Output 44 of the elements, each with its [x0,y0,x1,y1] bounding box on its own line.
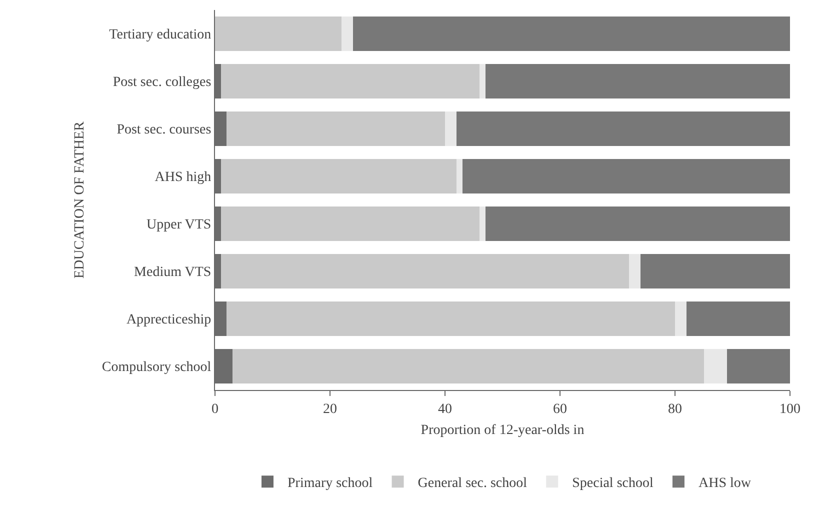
x-tick-label: 0 [212,402,218,417]
y-tick-label: Tertiary education [109,28,212,43]
bar [675,302,686,336]
legend-label: General sec. school [418,476,528,492]
x-tick-label: 40 [438,402,452,417]
bar [220,254,629,288]
bar [640,254,790,288]
bar [480,206,486,241]
y-tick-label: Upper VTS [146,218,212,233]
bar [220,159,456,194]
y-tick-label: Post sec. courses [116,122,212,138]
bar [629,254,640,288]
x-tick-label: 20 [323,402,337,417]
legend-label: AHS low [698,476,752,492]
bar [456,112,790,146]
bar [686,302,790,336]
bar [220,206,480,241]
bar [462,159,790,194]
bar [456,159,462,194]
x-tick-label: 80 [668,402,682,417]
y-tick-label: Post sec. colleges [112,75,212,90]
y-tick-label: AHS high [154,170,212,186]
bar [232,349,704,384]
legend-label: Special school [572,476,654,492]
bar [226,302,675,336]
x-axis-title: Proportion of 12-year-olds in [420,423,584,438]
bar [485,64,790,98]
y-tick-label: Apprecticeship [126,312,212,328]
y-tick-label: Medium VTS [134,265,212,280]
legend-label: Primary school [288,476,373,492]
y-tick-label: Compulsory school [102,360,212,376]
y-axis-title: EDUCATION OF FATHER [72,120,88,278]
bar [485,206,790,241]
bar [726,349,790,384]
bar [226,112,445,146]
x-tick-label: 60 [553,402,567,417]
bar [353,16,790,51]
bar [445,112,456,146]
bar [480,64,486,98]
bar [220,64,480,98]
x-tick-label: 100 [780,402,800,417]
bar [215,16,342,51]
bar [704,349,727,384]
bar [342,16,353,51]
